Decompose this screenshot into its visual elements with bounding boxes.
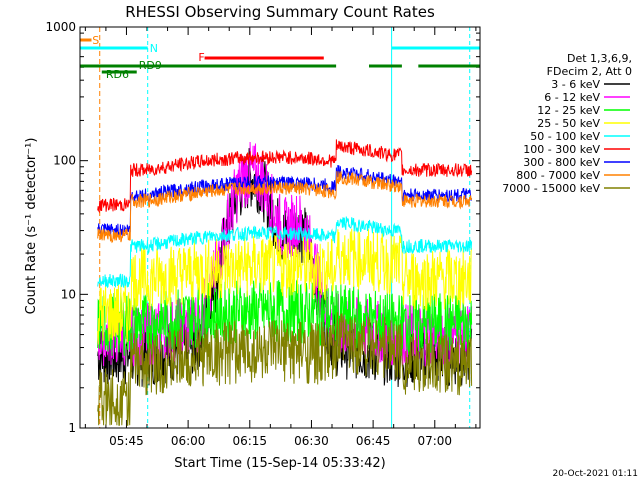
legend-entry-label: 300 - 800 keV xyxy=(523,156,600,169)
x-tick-label: 06:15 xyxy=(232,434,267,448)
legend-entry-label: 25 - 50 keV xyxy=(537,117,600,130)
legend-header: FDecim 2, Att 0 xyxy=(547,65,632,78)
chart-title: RHESSI Observing Summary Count Rates xyxy=(125,3,435,21)
plot-frame xyxy=(79,26,481,429)
x-tick-label: 05:45 xyxy=(109,434,144,448)
legend-entry-label: 3 - 6 keV xyxy=(551,78,600,91)
y-axis-label: Count Rate (s⁻¹ detector⁻¹) xyxy=(24,138,39,315)
y-tick-label: 100 xyxy=(53,154,76,168)
x-tick-label: 07:00 xyxy=(417,434,452,448)
legend-entry-label: 6 - 12 keV xyxy=(544,91,600,104)
plot-area: 1 10 100 1000 05:45 06:00 06:15 06:30 06:45 07:00… xyxy=(45,20,480,448)
flag-label: S xyxy=(92,34,99,47)
legend-entry-label: 7000 - 15000 keV xyxy=(502,182,600,195)
legend-entry-label: 12 - 25 keV xyxy=(537,104,600,117)
flag-label: F xyxy=(198,51,204,64)
series-line xyxy=(97,216,473,289)
legend-entry-label: 50 - 100 keV xyxy=(530,130,600,143)
series-line xyxy=(97,171,473,244)
legend-header: Det 1,3,6,9, xyxy=(567,52,632,65)
flag-label: RD6 xyxy=(106,68,129,81)
y-tick-label: 1 xyxy=(68,421,76,435)
series-line xyxy=(97,164,473,237)
flag-label: N xyxy=(150,42,158,55)
flag-label: RD9 xyxy=(139,59,162,72)
y-tick-label: 1000 xyxy=(45,20,76,34)
legend-entry-label: 100 - 300 keV xyxy=(523,143,600,156)
footer-date: 20-Oct-2021 01:11 xyxy=(553,469,638,479)
x-tick-label: 06:45 xyxy=(356,434,391,448)
series-line xyxy=(97,312,473,426)
legend-entry-label: 800 - 7000 keV xyxy=(516,169,600,182)
x-tick-label: 06:00 xyxy=(171,434,206,448)
x-tick-label: 06:30 xyxy=(294,434,329,448)
y-tick-label: 10 xyxy=(61,287,76,301)
series-line xyxy=(97,139,473,214)
x-axis-label: Start Time (15-Sep-14 05:33:42) xyxy=(174,456,385,471)
series-line xyxy=(97,227,473,345)
